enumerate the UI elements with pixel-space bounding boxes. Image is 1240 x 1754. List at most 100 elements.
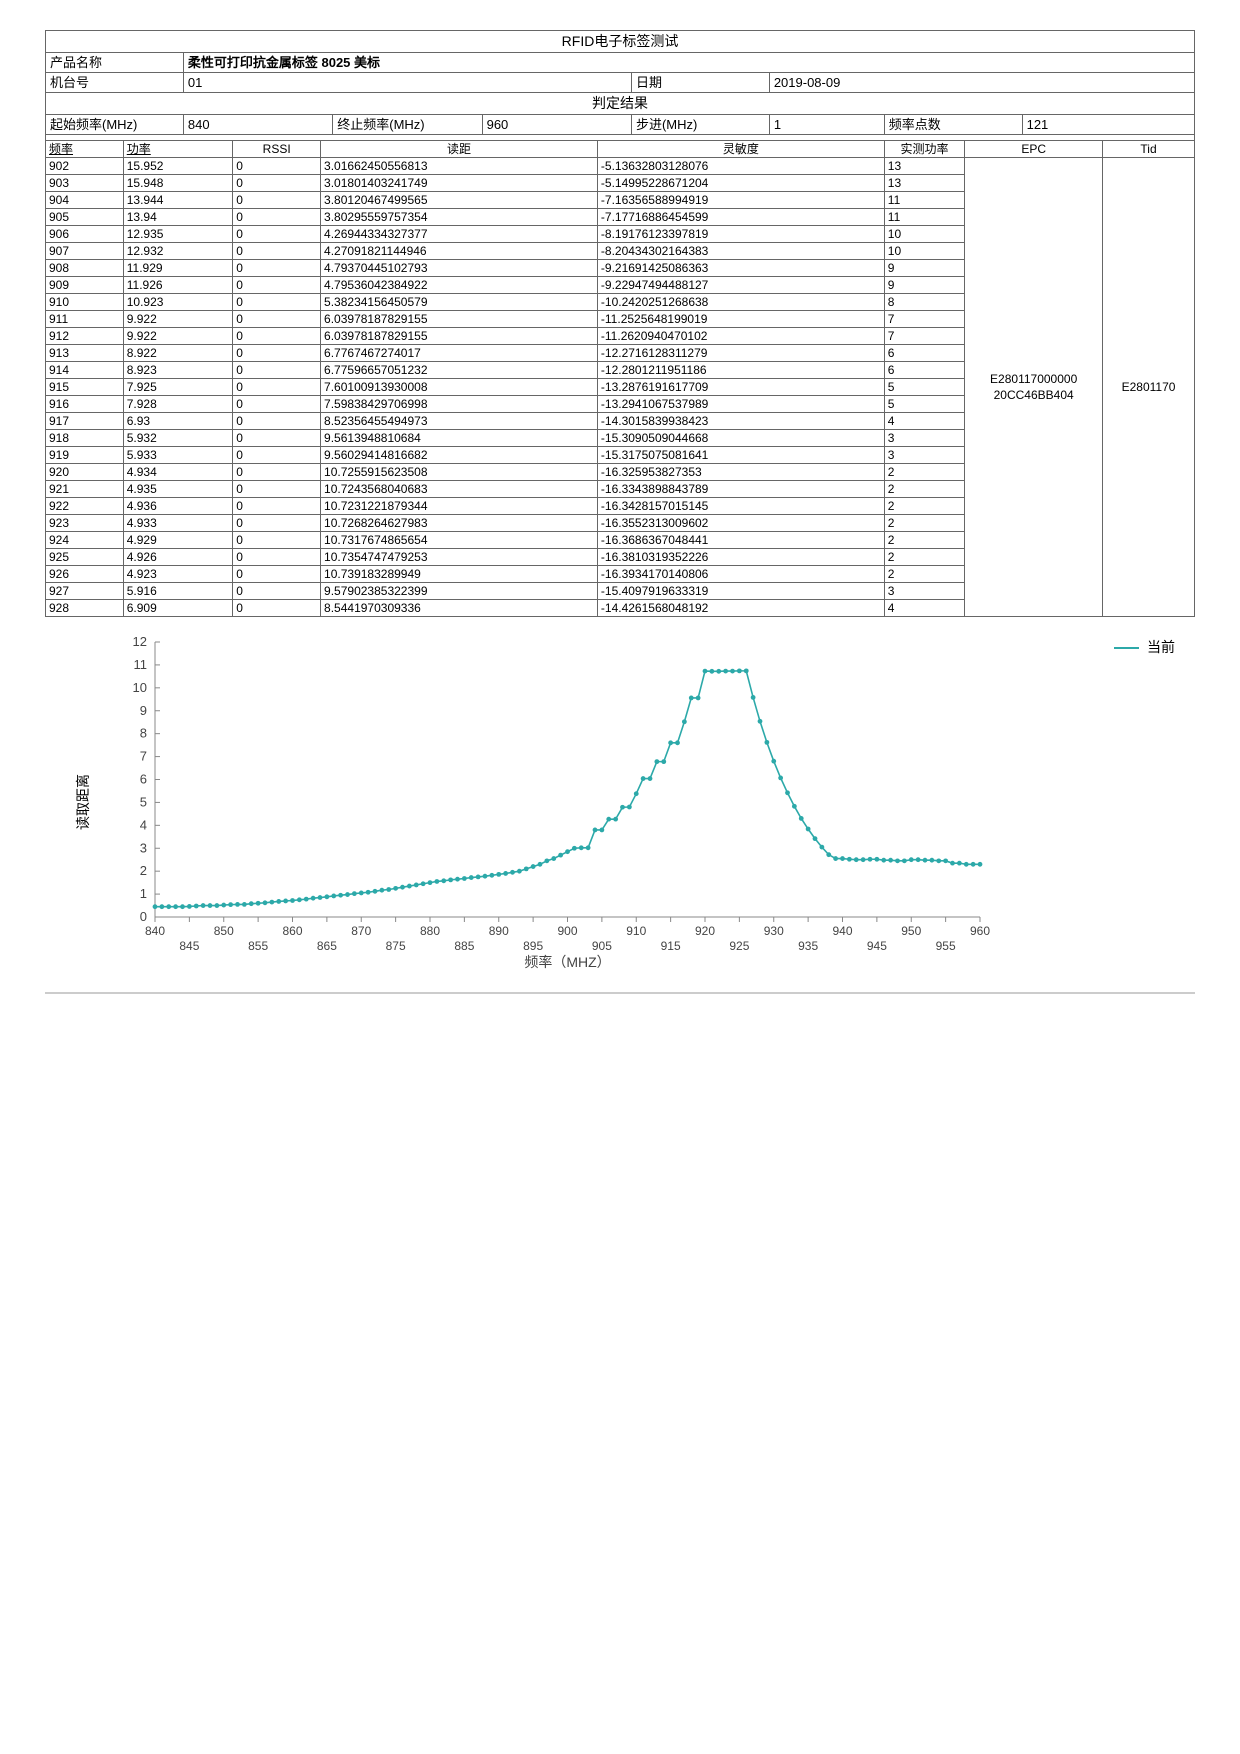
- table-cell: 6.03978187829155: [321, 328, 598, 345]
- table-cell: 11: [884, 192, 964, 209]
- table-cell: 0: [233, 209, 321, 226]
- table-cell: 10.7268264627983: [321, 515, 598, 532]
- table-cell: 0: [233, 277, 321, 294]
- table-cell: 4: [884, 413, 964, 430]
- table-cell: 5.916: [123, 583, 233, 600]
- chart-svg: 0123456789101112840850860870880890900910…: [110, 632, 990, 972]
- table-cell: 8.923: [123, 362, 233, 379]
- table-cell: -16.325953827353: [597, 464, 884, 481]
- svg-text:895: 895: [523, 939, 543, 953]
- table-cell: 3: [884, 430, 964, 447]
- tid-cell: E2801170: [1103, 158, 1195, 617]
- table-cell: 0: [233, 464, 321, 481]
- product-name-label: 产品名称: [46, 53, 184, 73]
- table-cell: 9.5613948810684: [321, 430, 598, 447]
- svg-text:840: 840: [145, 924, 165, 938]
- start-freq-value: 840: [183, 115, 332, 135]
- svg-text:频率（MHZ）: 频率（MHZ）: [524, 954, 610, 970]
- table-cell: 0: [233, 311, 321, 328]
- table-cell: -13.2941067537989: [597, 396, 884, 413]
- table-cell: 922: [46, 498, 124, 515]
- svg-text:885: 885: [454, 939, 474, 953]
- table-cell: 0: [233, 192, 321, 209]
- table-cell: 5.38234156450579: [321, 294, 598, 311]
- svg-text:8: 8: [140, 726, 147, 741]
- table-cell: 902: [46, 158, 124, 175]
- svg-text:10: 10: [133, 680, 147, 695]
- table-cell: 906: [46, 226, 124, 243]
- table-cell: 7.925: [123, 379, 233, 396]
- table-cell: 15.948: [123, 175, 233, 192]
- chart-container: 读取距离 当前 01234567891011128408508608708808…: [110, 632, 1030, 972]
- svg-text:915: 915: [661, 939, 681, 953]
- date-label: 日期: [631, 73, 769, 93]
- table-cell: 0: [233, 515, 321, 532]
- table-cell: -5.14995228671204: [597, 175, 884, 192]
- table-cell: 4.929: [123, 532, 233, 549]
- step-value: 1: [769, 115, 884, 135]
- svg-text:1: 1: [140, 886, 147, 901]
- table-cell: 911: [46, 311, 124, 328]
- table-cell: -11.2620940470102: [597, 328, 884, 345]
- table-cell: 0: [233, 600, 321, 617]
- svg-text:11: 11: [134, 657, 148, 672]
- table-cell: 2: [884, 549, 964, 566]
- table-cell: 6.7767467274017: [321, 345, 598, 362]
- svg-text:880: 880: [420, 924, 440, 938]
- table-cell: 0: [233, 260, 321, 277]
- table-cell: 7: [884, 311, 964, 328]
- svg-text:9: 9: [140, 703, 147, 718]
- table-cell: 4.26944334327377: [321, 226, 598, 243]
- table-cell: 10.739183289949: [321, 566, 598, 583]
- column-header: RSSI: [233, 141, 321, 158]
- table-cell: 3.80295559757354: [321, 209, 598, 226]
- table-cell: -14.3015839938423: [597, 413, 884, 430]
- svg-text:865: 865: [317, 939, 337, 953]
- table-cell: 5.933: [123, 447, 233, 464]
- legend-marker: [1114, 647, 1139, 649]
- end-freq-label: 终止频率(MHz): [333, 115, 482, 135]
- table-cell: 0: [233, 498, 321, 515]
- step-label: 步进(MHz): [631, 115, 769, 135]
- table-cell: 913: [46, 345, 124, 362]
- product-name: 柔性可打印抗金属标签 8025 美标: [183, 53, 1194, 73]
- table-cell: 9.57902385322399: [321, 583, 598, 600]
- table-cell: 0: [233, 226, 321, 243]
- table-cell: 7.60100913930008: [321, 379, 598, 396]
- table-cell: -7.17716886454599: [597, 209, 884, 226]
- table-cell: 8.922: [123, 345, 233, 362]
- table-cell: -5.13632803128076: [597, 158, 884, 175]
- table-cell: 10.7354747479253: [321, 549, 598, 566]
- report-title: RFID电子标签测试: [46, 31, 1195, 53]
- table-cell: 921: [46, 481, 124, 498]
- table-cell: 3.01662450556813: [321, 158, 598, 175]
- table-cell: 7.928: [123, 396, 233, 413]
- svg-text:920: 920: [695, 924, 715, 938]
- result-section-title: 判定结果: [46, 93, 1195, 115]
- footer-divider: [45, 992, 1195, 994]
- table-cell: 2: [884, 498, 964, 515]
- machine-value: 01: [183, 73, 631, 93]
- table-cell: -9.22947494488127: [597, 277, 884, 294]
- report-header-table: RFID电子标签测试 产品名称 柔性可打印抗金属标签 8025 美标 机台号 0…: [45, 30, 1195, 141]
- column-header: 灵敏度: [597, 141, 884, 158]
- svg-text:910: 910: [626, 924, 646, 938]
- table-cell: 12.935: [123, 226, 233, 243]
- table-cell: 9.922: [123, 328, 233, 345]
- table-cell: 4: [884, 600, 964, 617]
- table-cell: 905: [46, 209, 124, 226]
- svg-text:7: 7: [140, 749, 147, 764]
- table-cell: 0: [233, 328, 321, 345]
- table-cell: 0: [233, 583, 321, 600]
- table-cell: 3.01801403241749: [321, 175, 598, 192]
- table-cell: 924: [46, 532, 124, 549]
- table-cell: -16.3552313009602: [597, 515, 884, 532]
- table-cell: 6.93: [123, 413, 233, 430]
- svg-text:940: 940: [832, 924, 852, 938]
- table-cell: 3.80120467499565: [321, 192, 598, 209]
- table-cell: 4.936: [123, 498, 233, 515]
- chart-y-axis-label: 读取距离: [73, 774, 93, 830]
- svg-text:955: 955: [936, 939, 956, 953]
- table-cell: -9.21691425086363: [597, 260, 884, 277]
- table-cell: 10.7231221879344: [321, 498, 598, 515]
